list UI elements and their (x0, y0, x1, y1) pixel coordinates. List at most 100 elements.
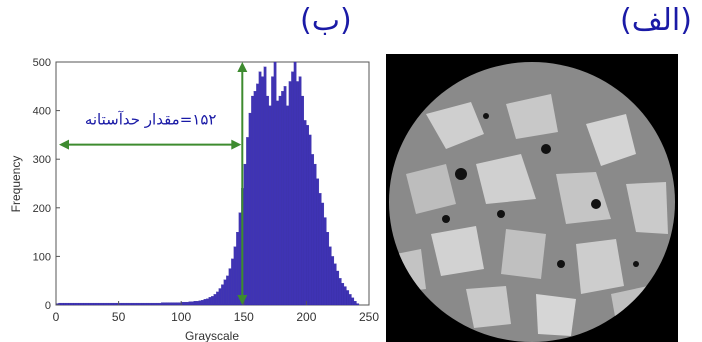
histogram-bar (176, 302, 179, 306)
histogram-bar (278, 95, 282, 306)
histogram-bar (98, 302, 102, 306)
y-tick-label: 200 (33, 203, 51, 215)
histogram-bar (123, 302, 127, 306)
arrowhead-bottom (237, 295, 248, 305)
y-tick-label: 0 (45, 300, 51, 312)
histogram-bar (146, 302, 149, 306)
histogram-bar (273, 61, 277, 306)
histogram-bar (336, 270, 340, 306)
histogram-bar (173, 302, 177, 306)
histogram-bar (293, 61, 297, 306)
y-tick-label: 400 (33, 106, 51, 118)
histogram-bar (341, 283, 345, 306)
histogram-bar (333, 263, 337, 306)
y-axis-ticks: 0 100 200 300 400 500 (33, 57, 60, 312)
histogram-bar (283, 86, 287, 306)
histogram-bar (201, 300, 204, 306)
histogram-bar (281, 91, 284, 306)
histogram-bar (291, 71, 294, 306)
histogram-bar (316, 178, 320, 306)
histogram-bar (168, 302, 172, 306)
histogram-bar (311, 154, 315, 306)
histogram-bar (298, 76, 302, 306)
histogram-bar (208, 297, 212, 306)
histogram-bar (266, 95, 269, 306)
histogram-bar (303, 120, 307, 306)
histogram-bar (156, 302, 159, 306)
histogram-bar (213, 294, 217, 306)
arrowhead-right (231, 139, 242, 150)
histogram-bar (251, 95, 254, 306)
histogram-bar (183, 301, 187, 306)
histogram-bar (68, 302, 72, 306)
histogram-bar (223, 279, 227, 306)
histogram-bar (78, 302, 82, 306)
histogram-bar (331, 256, 335, 306)
histogram-bar (63, 302, 67, 306)
histogram-bar (226, 275, 229, 306)
histogram-bar (258, 71, 262, 306)
histogram-bar (296, 81, 299, 306)
histogram-bar (85, 302, 89, 306)
arrowhead-top (237, 62, 248, 72)
histogram-bar (100, 302, 104, 306)
histogram-bar (261, 76, 264, 306)
histogram-bar (88, 302, 92, 306)
histogram-bar (83, 302, 87, 306)
histogram-bar (313, 163, 317, 306)
histogram-bar (246, 137, 249, 306)
histogram-bar (188, 301, 192, 306)
x-tick-label: 50 (112, 310, 126, 324)
histogram-bar (95, 302, 99, 306)
histogram-bar (328, 246, 332, 306)
histogram-bar (351, 297, 355, 306)
histogram-bar (193, 301, 197, 306)
x-axis-label: Grayscale (185, 329, 239, 342)
histogram-bar (105, 302, 109, 306)
histogram-bar (326, 232, 330, 306)
histogram-chart: 0 100 200 300 400 500 0 50 100 150 200 250 Frequen… (9, 57, 379, 342)
histogram-bar (318, 193, 322, 306)
histogram-bar (343, 286, 347, 306)
histogram-bar (108, 302, 112, 306)
histogram-bar (233, 246, 237, 306)
histogram-bar (308, 134, 312, 306)
histogram-bar (253, 91, 257, 306)
histogram-bar (110, 302, 114, 306)
histogram-bar (191, 301, 194, 306)
histogram-bar (288, 81, 292, 306)
histogram-bar (198, 300, 202, 306)
histogram-bar (186, 301, 189, 306)
histogram-bar (268, 105, 272, 306)
histogram-bar (131, 302, 134, 306)
histogram-bar (353, 301, 357, 306)
arrowhead-left (59, 139, 69, 150)
x-axis-ticks: 0 50 100 150 200 250 (53, 301, 379, 324)
histogram-bar (126, 302, 129, 306)
histogram-bar (103, 302, 107, 306)
histogram-bar (148, 302, 152, 306)
histogram-bar (301, 95, 304, 306)
histogram-bars (55, 61, 360, 306)
histogram-bar (248, 112, 252, 306)
histogram-bar (238, 212, 242, 306)
histogram-bar (60, 302, 64, 306)
y-tick-label: 100 (33, 251, 51, 263)
y-axis-label: Frequency (9, 156, 23, 213)
aggregate-particles (396, 94, 668, 336)
histogram-bar (75, 302, 79, 306)
histogram-bar (323, 217, 327, 306)
histogram-bar (348, 294, 352, 306)
ct-scan-image (386, 54, 678, 342)
histogram-bar (203, 299, 207, 306)
histogram-bar (356, 303, 360, 306)
histogram-bar (136, 302, 139, 306)
histogram-bar (271, 76, 274, 306)
y-tick-label: 300 (33, 154, 51, 166)
histogram-bar (221, 284, 224, 306)
histogram-bar (236, 232, 239, 306)
histogram-bar (286, 105, 289, 306)
histogram-bar (276, 100, 279, 306)
histogram-bar (338, 278, 342, 306)
histogram-bar (80, 302, 84, 306)
